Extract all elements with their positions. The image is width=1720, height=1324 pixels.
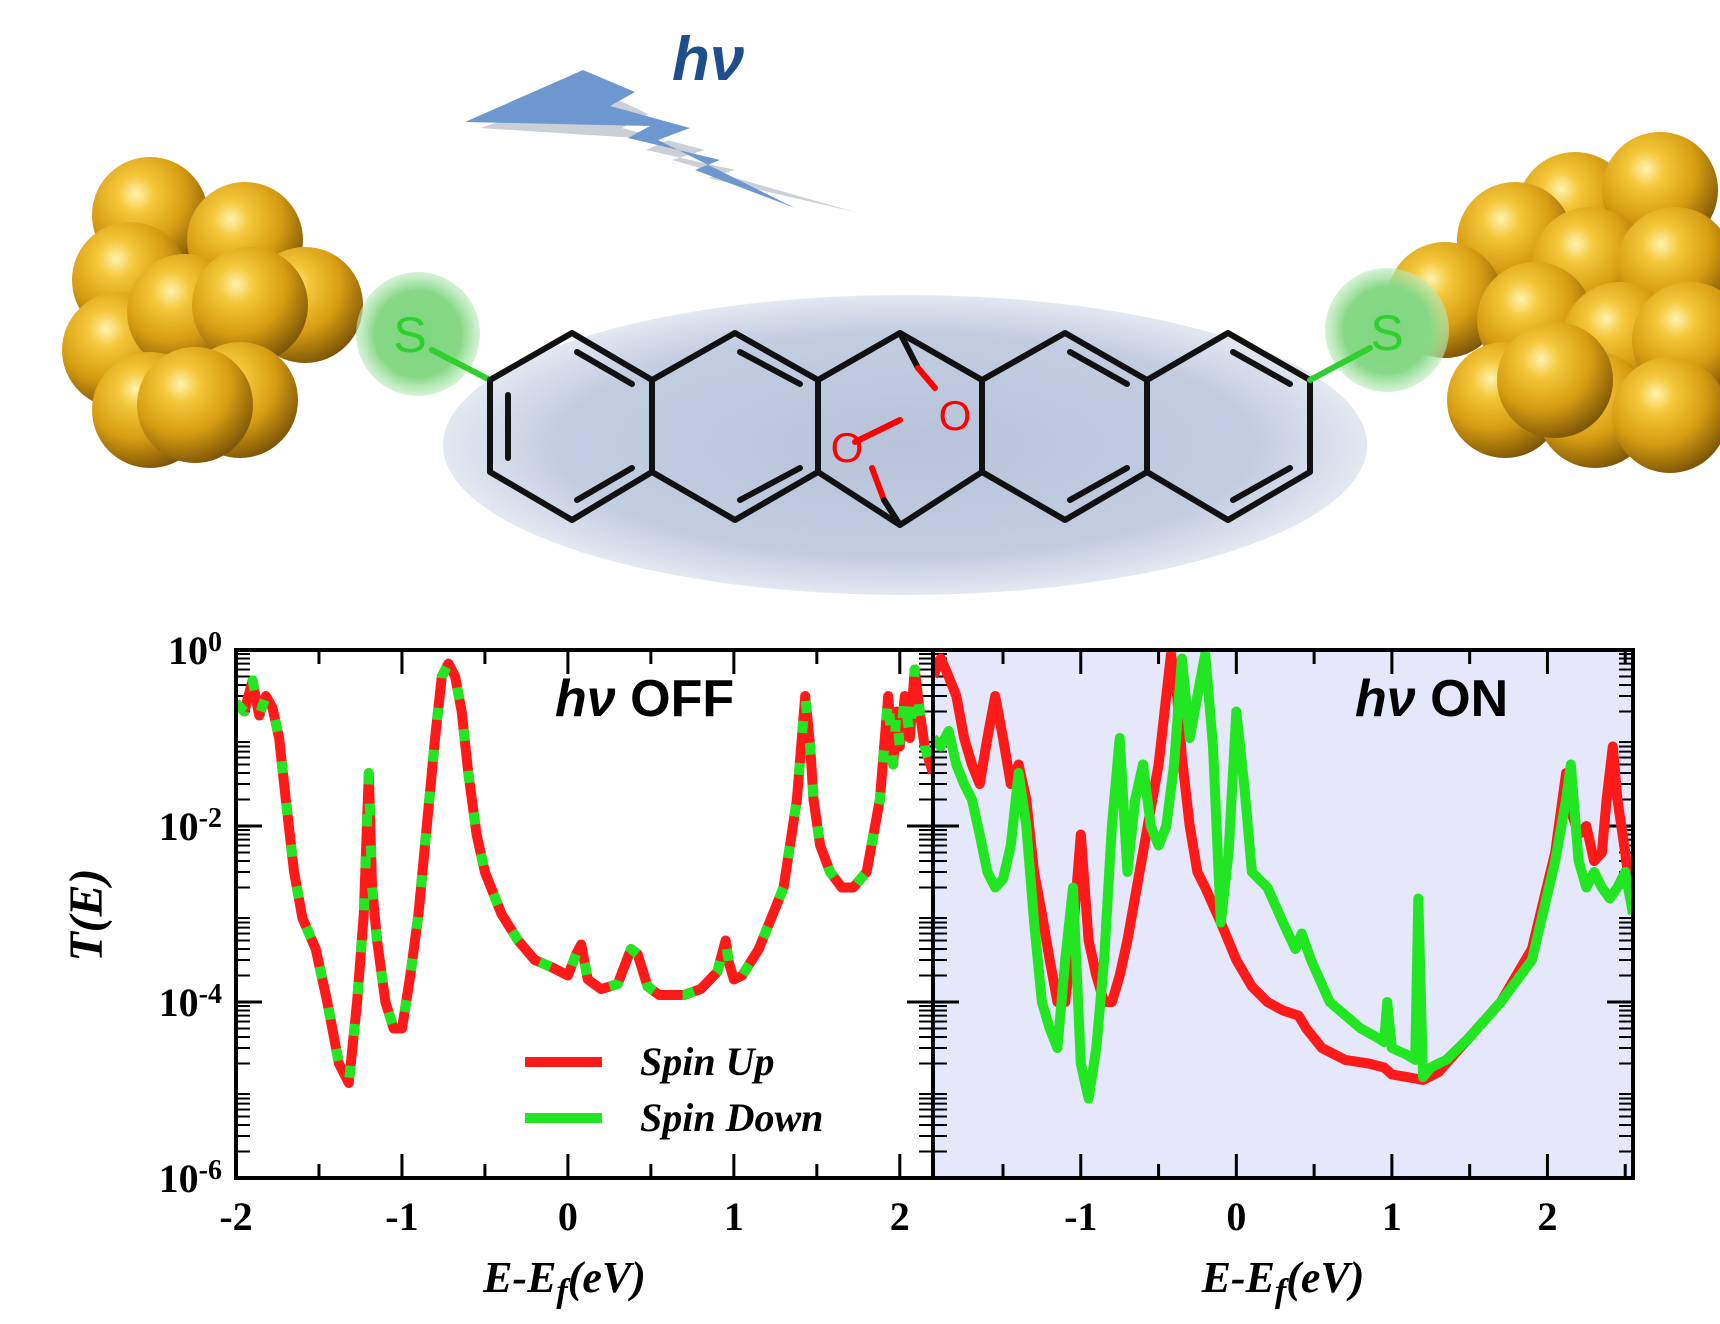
lightning-bolt-icon (465, 70, 795, 208)
plot-background (236, 650, 933, 1178)
gold-atom (1497, 322, 1613, 438)
y-tick-label: 10-4 (159, 979, 222, 1025)
panel-label: hν OFF (555, 670, 734, 728)
gold-atom (1612, 357, 1720, 473)
x-axis-label: E-Ef(eV) (1201, 1253, 1365, 1310)
light-label: hν (672, 25, 744, 94)
sulfur-glow-right (1325, 268, 1449, 392)
panel-label: hν ON (1355, 670, 1508, 728)
x-tick-label: 1 (724, 1194, 744, 1239)
x-tick-label: -1 (385, 1194, 418, 1239)
series-group (236, 658, 933, 1088)
x-tick-label: 2 (1537, 1194, 1557, 1239)
legend-label: Spin Down (640, 1095, 823, 1140)
x-tick-label: -1 (1064, 1194, 1097, 1239)
x-tick-label: -2 (219, 1194, 252, 1239)
series-group (933, 650, 1633, 1104)
y-tick-label: 10-2 (159, 803, 222, 849)
x-tick-label: 0 (558, 1194, 578, 1239)
transmission-charts: -2 -1 0 1 2 E-Ef(eV) hν OFF 100 10-2 10-4 10-6 T(E)… (60, 627, 1635, 1310)
x-axis-label: E-Ef(eV) (482, 1253, 646, 1310)
legend-label: Spin Up (640, 1039, 775, 1084)
gold-electrode-left (62, 157, 363, 468)
gold-atom (137, 347, 253, 463)
plot-frame (931, 648, 1635, 1180)
sulfur-glow-left (356, 272, 480, 396)
chart-panel-on: -1 0 1 2 E-Ef(eV) hν ON (931, 648, 1635, 1310)
molecule-illustration: hν S S (62, 25, 1720, 595)
series-spin-down-line (236, 658, 933, 1088)
gold-electrode-right (1387, 132, 1720, 473)
legend: Spin Up Spin Down (525, 1039, 823, 1140)
sulfur-left-label: S (393, 307, 426, 363)
pentacene-endoperoxide (429, 330, 1373, 528)
x-tick-label: 0 (1226, 1194, 1246, 1239)
oxygen-label-2: O (831, 424, 864, 471)
x-tick-label: 2 (890, 1194, 910, 1239)
gold-atom (192, 247, 308, 363)
oxygen-label-1: O (939, 392, 972, 439)
y-axis-label: T(E) (60, 868, 113, 961)
x-tick-label: 1 (1382, 1194, 1402, 1239)
y-tick-label: 10-6 (159, 1155, 222, 1201)
y-tick-label: 100 (168, 627, 222, 673)
series-spin-down-line (933, 650, 1633, 1104)
sulfur-right-label: S (1370, 305, 1403, 361)
chart-panel-off: -2 -1 0 1 2 E-Ef(eV) hν OFF 100 10-2 10-4 10-6 T(E)… (60, 627, 935, 1310)
